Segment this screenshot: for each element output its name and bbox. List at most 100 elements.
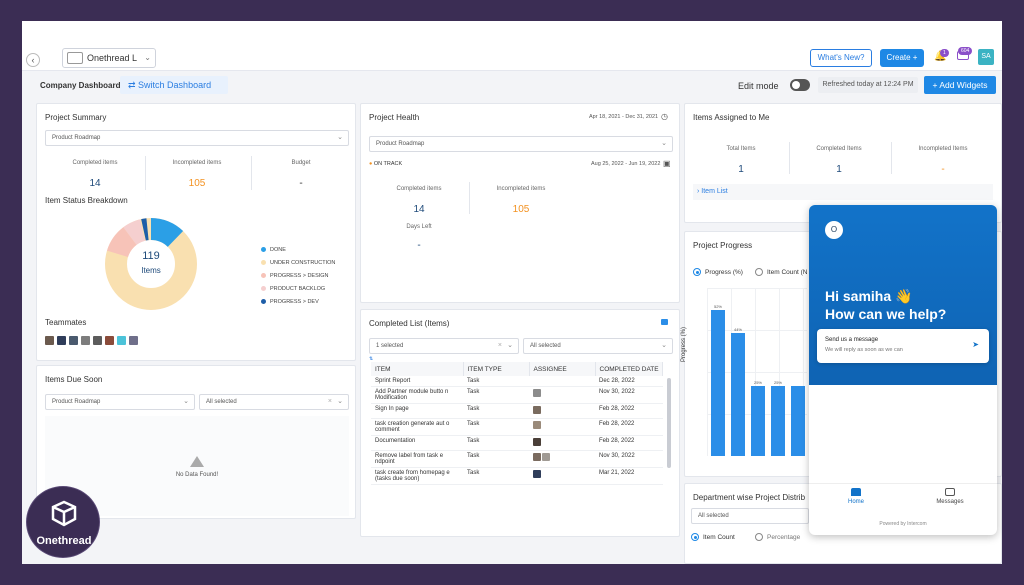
legend-item: PROGRESS > DEV — [261, 299, 319, 305]
stat-value: 1 — [738, 164, 744, 175]
workspace-name: Onethread L — [87, 53, 138, 63]
project-select[interactable]: Product Roadmap ⌄ — [45, 394, 195, 410]
add-widgets-button[interactable]: + Add Widgets — [924, 76, 996, 94]
teammate-avatar[interactable] — [45, 336, 54, 345]
assignee-avatar[interactable] — [533, 470, 541, 478]
bell-icon[interactable]: 🔔 — [934, 51, 947, 62]
more-options-icon[interactable]: ⋮ — [1000, 78, 1002, 89]
status-select[interactable]: All selected × ⌄ — [199, 394, 349, 410]
date-cell: Nov 30, 2022 — [595, 386, 663, 404]
create-button[interactable]: Create + — [880, 49, 924, 67]
stat-value: 14 — [413, 204, 425, 215]
teammate-avatar[interactable] — [105, 336, 114, 345]
table-row[interactable]: Add Partner module butto n Modification … — [371, 386, 663, 404]
table-row[interactable]: Sprint Report Task Dec 28, 2022 — [371, 376, 663, 387]
table-row[interactable]: Documentation Task Feb 28, 2022 — [371, 435, 663, 451]
clear-icon[interactable]: × — [327, 398, 332, 405]
chart-bar[interactable] — [731, 333, 745, 456]
clock-icon[interactable]: ◷ — [661, 112, 668, 121]
chart-bar[interactable] — [791, 386, 805, 456]
messages-badge: 604 — [958, 47, 973, 55]
assignee-cell — [529, 403, 595, 419]
chevron-down-icon: ⌄ — [507, 342, 513, 349]
tab-home[interactable]: Home — [809, 488, 903, 505]
filter-select[interactable]: All selected ⌄ — [523, 338, 673, 354]
chart-bar[interactable] — [751, 386, 765, 456]
stat-label: Incompleted Items — [918, 146, 968, 152]
chart-bar[interactable] — [771, 386, 785, 456]
item-list-toggle[interactable]: › Item List — [693, 184, 993, 200]
teammate-avatar[interactable] — [81, 336, 90, 345]
legend-label: PROGRESS > DESIGN — [270, 273, 329, 279]
whats-new-button[interactable]: What's New? — [810, 49, 872, 67]
table-row[interactable]: Remove label from task e ndpoint Task No… — [371, 450, 663, 468]
teammate-avatar[interactable] — [117, 336, 126, 345]
item-count-radio[interactable] — [755, 268, 763, 276]
divider — [145, 156, 146, 190]
card-title: Items Due Soon — [45, 375, 103, 384]
card-title: Department wise Project Distrib — [693, 493, 806, 502]
assignee-avatar[interactable] — [542, 453, 550, 461]
project-select-value: Product Roadmap — [376, 141, 425, 147]
teammate-avatar[interactable] — [93, 336, 102, 345]
swap-icon: ⇄ — [128, 80, 139, 90]
sort-icon[interactable]: ⇅ — [369, 356, 374, 362]
switch-dashboard-button[interactable]: ⇄ Switch Dashboard — [120, 76, 228, 94]
edit-mode-toggle[interactable] — [790, 79, 810, 91]
table-row[interactable]: task create from homepag e (tasks due so… — [371, 467, 663, 485]
assignee-cell — [529, 435, 595, 451]
item-count-radio[interactable] — [691, 533, 699, 541]
tab-messages[interactable]: Messages — [903, 488, 997, 505]
percentage-radio[interactable] — [755, 533, 763, 541]
stat-label: Incompleted items — [496, 186, 546, 192]
assignee-avatar[interactable] — [533, 453, 541, 461]
assignee-cell — [529, 376, 595, 387]
scrollbar[interactable] — [667, 378, 671, 468]
stat-label: Incompleted items — [172, 160, 222, 166]
date-cell: Nov 30, 2022 — [595, 450, 663, 468]
send-message-subtitle: We will reply as soon as we can — [825, 347, 903, 353]
column-header[interactable]: ITEM TYPE — [463, 362, 530, 376]
assignee-avatar[interactable] — [533, 438, 541, 446]
divider — [469, 182, 470, 214]
legend-item: PRODUCT BACKLOG — [261, 286, 325, 292]
send-message-card[interactable]: Send us a message We will reply as soon … — [817, 329, 989, 363]
legend-item: UNDER CONSTRUCTION — [261, 260, 335, 266]
table-row[interactable]: task creation generate aut o comment Tas… — [371, 418, 663, 436]
column-header[interactable]: ASSIGNEE — [529, 362, 596, 376]
teammate-avatar[interactable] — [69, 336, 78, 345]
assignee-cell — [529, 418, 595, 436]
user-avatar[interactable]: SA — [978, 49, 994, 65]
stat-label: Completed items — [396, 186, 442, 192]
chevron-down-icon: ⌄ — [183, 398, 189, 405]
table-row[interactable]: Sign In page Task Feb 28, 2022 — [371, 403, 663, 419]
calendar-icon[interactable]: ▣ — [663, 159, 671, 168]
date-cell: Feb 28, 2022 — [595, 403, 663, 419]
assignee-avatar[interactable] — [533, 406, 541, 414]
project-select[interactable]: Product Roadmap ⌄ — [369, 136, 673, 152]
filter-select[interactable]: 1 selected × ⌄ — [369, 338, 519, 354]
donut-center-label: Items — [141, 266, 161, 275]
teammate-avatar[interactable] — [57, 336, 66, 345]
type-cell: Task — [463, 386, 529, 404]
clear-icon[interactable]: × — [497, 342, 502, 349]
department-select[interactable]: All selected — [691, 508, 809, 524]
column-header[interactable]: COMPLETED DATE — [595, 362, 663, 376]
teammate-avatar[interactable] — [129, 336, 138, 345]
legend-dot — [261, 273, 266, 279]
progress-bar-chart: 52% 44% 25% 25% — [707, 288, 825, 456]
gridline — [755, 288, 756, 456]
workspace-select[interactable]: Onethread L ⌄ — [62, 48, 156, 68]
progress-percent-radio[interactable] — [693, 268, 701, 276]
edit-mode-label: Edit mode — [738, 81, 779, 91]
project-select[interactable]: Product Roadmap ⌄ — [45, 130, 349, 146]
type-cell: Task — [463, 376, 529, 387]
chart-bar[interactable] — [711, 310, 725, 456]
widget-icon[interactable] — [661, 319, 668, 325]
assignee-avatar[interactable] — [533, 389, 541, 397]
column-header[interactable]: ITEM — [371, 362, 464, 376]
assignee-avatar[interactable] — [533, 421, 541, 429]
back-button[interactable]: ‹ — [26, 53, 40, 67]
refreshed-status[interactable]: Refreshed today at 12:24 PM — [818, 77, 918, 93]
type-cell: Task — [463, 467, 529, 485]
